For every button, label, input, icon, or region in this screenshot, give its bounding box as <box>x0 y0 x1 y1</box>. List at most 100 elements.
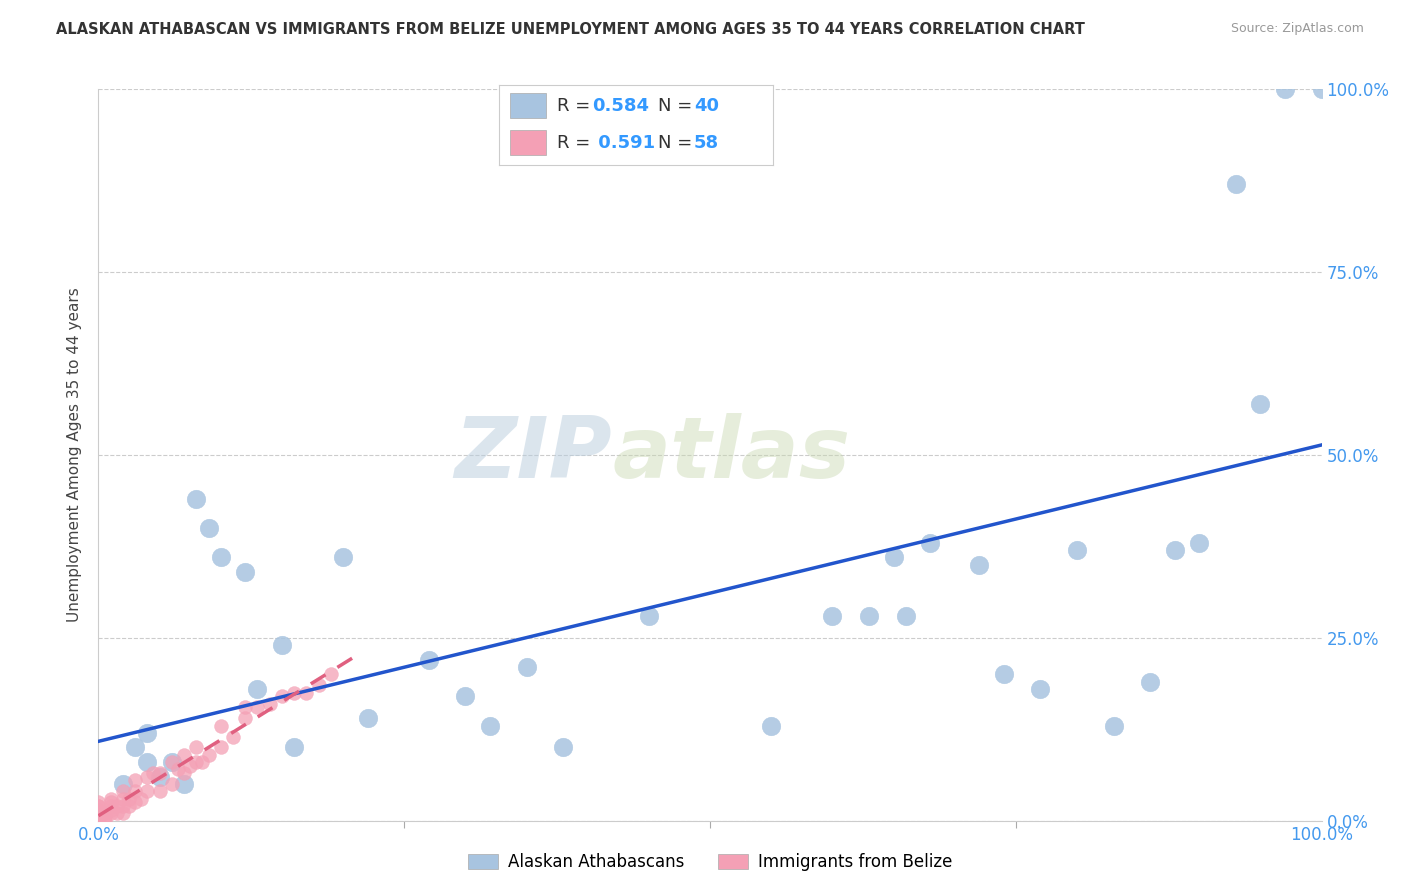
Point <box>209 740 232 755</box>
Point <box>173 747 195 762</box>
Point <box>222 730 245 744</box>
Point <box>179 758 201 772</box>
Point <box>920 535 942 549</box>
Point <box>1066 543 1088 558</box>
Text: 40: 40 <box>693 96 718 114</box>
Y-axis label: Unemployment Among Ages 35 to 44 years: Unemployment Among Ages 35 to 44 years <box>67 287 83 623</box>
Point <box>356 711 378 725</box>
Point <box>454 690 477 704</box>
Text: R =: R = <box>557 134 596 152</box>
Text: R =: R = <box>557 96 596 114</box>
Point <box>1188 535 1211 549</box>
Point <box>209 718 232 732</box>
Point <box>100 803 122 817</box>
Point <box>1102 718 1125 732</box>
Text: N =: N = <box>658 96 699 114</box>
Point <box>93 814 115 828</box>
Point <box>129 791 152 805</box>
Point <box>124 773 146 788</box>
Point <box>332 550 354 565</box>
Point <box>515 660 537 674</box>
Text: 0.584: 0.584 <box>592 96 650 114</box>
Point <box>136 726 159 740</box>
Point <box>246 700 269 714</box>
Point <box>136 784 159 798</box>
Point <box>233 565 256 579</box>
Point <box>418 653 440 667</box>
Point <box>124 740 146 755</box>
Bar <box>510 93 546 119</box>
Point <box>87 814 110 828</box>
Point <box>308 678 330 692</box>
Point <box>124 796 146 810</box>
Bar <box>510 129 546 155</box>
Point <box>111 777 134 791</box>
Point <box>160 755 183 769</box>
Point <box>173 777 195 791</box>
Point <box>118 799 141 814</box>
Point <box>93 810 115 824</box>
Point <box>160 755 183 769</box>
Point <box>87 799 110 814</box>
Point <box>160 777 183 791</box>
Text: atlas: atlas <box>612 413 851 497</box>
Point <box>967 558 990 572</box>
Point <box>87 796 110 810</box>
Point <box>149 766 172 780</box>
Text: ZIP: ZIP <box>454 413 612 497</box>
Point <box>1310 82 1333 96</box>
Point <box>149 784 172 798</box>
Point <box>319 667 342 681</box>
Point <box>93 806 115 821</box>
Point <box>118 791 141 805</box>
Point <box>100 791 122 805</box>
Point <box>100 806 122 821</box>
Point <box>191 755 214 769</box>
Text: N =: N = <box>658 134 699 152</box>
Point <box>87 814 110 828</box>
Point <box>1274 82 1296 96</box>
Point <box>173 766 195 780</box>
Point <box>270 638 294 652</box>
Point <box>186 491 208 506</box>
Text: 58: 58 <box>693 134 718 152</box>
Point <box>1225 178 1247 192</box>
Point <box>883 550 905 565</box>
Point <box>478 718 501 732</box>
Point <box>197 747 219 762</box>
Legend: Alaskan Athabascans, Immigrants from Belize: Alaskan Athabascans, Immigrants from Bel… <box>461 847 959 878</box>
Point <box>858 608 880 623</box>
Point <box>87 803 110 817</box>
Point <box>270 690 294 704</box>
Point <box>111 784 134 798</box>
Point <box>186 740 208 755</box>
Point <box>87 803 110 817</box>
Point <box>87 810 110 824</box>
Point <box>111 791 134 805</box>
Point <box>149 770 172 784</box>
Point <box>1164 543 1187 558</box>
Point <box>111 799 134 814</box>
Point <box>553 740 575 755</box>
Point <box>283 686 305 700</box>
Point <box>1249 397 1271 411</box>
Point <box>295 686 318 700</box>
Point <box>638 608 661 623</box>
Point <box>246 681 269 696</box>
Point <box>87 799 110 814</box>
Point <box>1029 681 1052 696</box>
Point <box>197 521 219 535</box>
Point <box>821 608 844 623</box>
Point <box>105 806 128 821</box>
Text: 0.591: 0.591 <box>592 134 655 152</box>
Point <box>136 755 159 769</box>
Point <box>100 799 122 814</box>
Point <box>761 718 783 732</box>
Point <box>111 806 134 821</box>
Point <box>233 700 256 714</box>
Point <box>105 799 128 814</box>
Point <box>233 711 256 725</box>
Point <box>209 550 232 565</box>
Point <box>1139 674 1161 689</box>
Point <box>87 806 110 821</box>
